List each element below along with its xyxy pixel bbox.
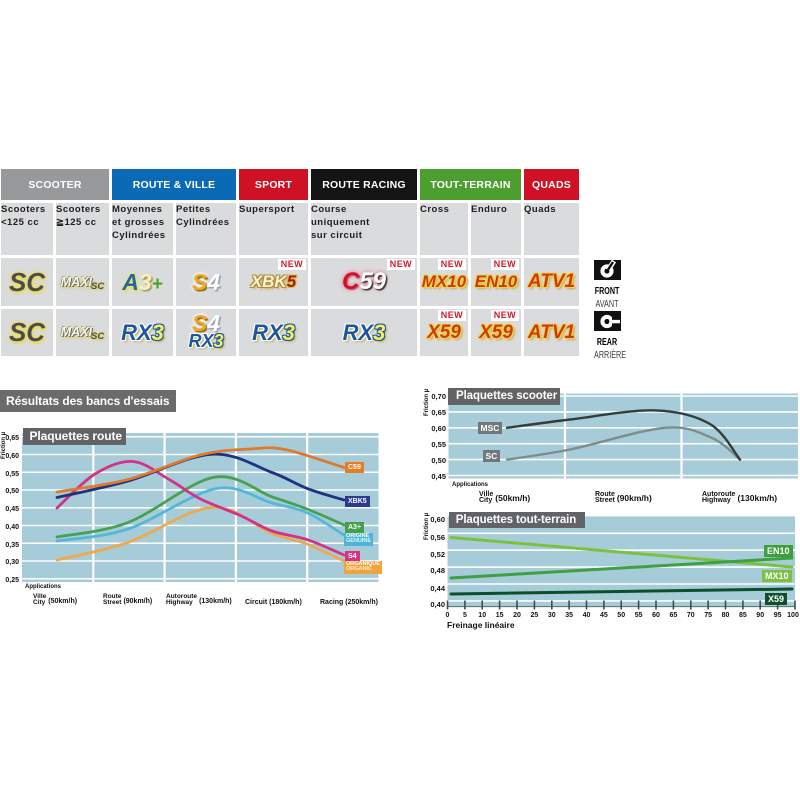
svg-text:0: 0 xyxy=(446,612,450,619)
svg-text:100: 100 xyxy=(787,612,799,619)
svg-text:80: 80 xyxy=(722,612,730,619)
svg-text:30: 30 xyxy=(548,612,556,619)
svg-text:75: 75 xyxy=(704,612,712,619)
svg-text:40: 40 xyxy=(583,612,591,619)
svg-text:95: 95 xyxy=(774,612,782,619)
svg-text:25: 25 xyxy=(531,612,539,619)
svg-text:70: 70 xyxy=(687,612,695,619)
svg-text:55: 55 xyxy=(635,612,643,619)
svg-text:35: 35 xyxy=(565,612,573,619)
svg-text:65: 65 xyxy=(670,612,678,619)
svg-text:20: 20 xyxy=(513,612,521,619)
svg-text:50: 50 xyxy=(617,612,625,619)
svg-text:45: 45 xyxy=(600,612,608,619)
svg-text:10: 10 xyxy=(478,612,486,619)
svg-text:85: 85 xyxy=(739,612,747,619)
svg-text:60: 60 xyxy=(652,612,660,619)
svg-text:90: 90 xyxy=(756,612,764,619)
svg-text:15: 15 xyxy=(496,612,504,619)
svg-text:5: 5 xyxy=(463,612,467,619)
